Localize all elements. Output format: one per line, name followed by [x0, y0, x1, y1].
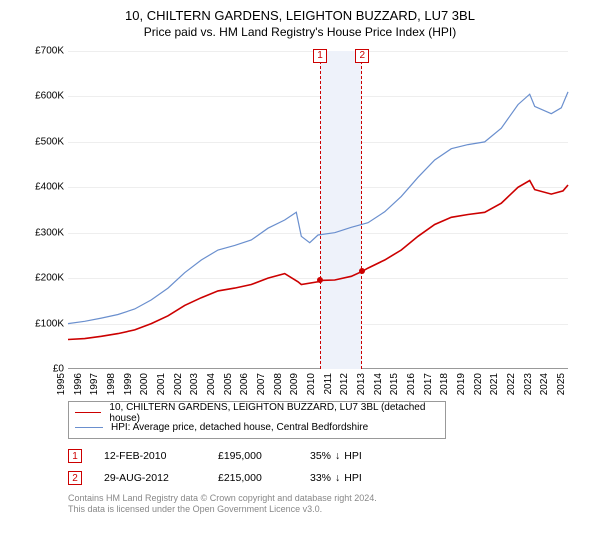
sale-event-1-pct: 35% ↓ HPI	[310, 450, 374, 462]
legend-label-property: 10, CHILTERN GARDENS, LEIGHTON BUZZARD, …	[109, 402, 439, 424]
legend-label-hpi: HPI: Average price, detached house, Cent…	[111, 422, 368, 433]
sale-marker-label: 1	[313, 49, 327, 63]
sale-event-2: 2 29-AUG-2012 £215,000 33% ↓ HPI	[68, 467, 580, 489]
chart-area: £0£100K£200K£300K£400K£500K£600K£700K 12…	[20, 45, 580, 397]
legend: 10, CHILTERN GARDENS, LEIGHTON BUZZARD, …	[68, 401, 446, 439]
footer-text: Contains HM Land Registry data © Crown c…	[68, 493, 580, 516]
sale-event-1-num: 1	[68, 449, 82, 463]
plot-region: 12	[68, 51, 568, 369]
sale-event-1-price: £195,000	[218, 450, 288, 462]
legend-swatch-property	[75, 412, 101, 413]
sale-marker-label: 2	[355, 49, 369, 63]
sale-event-1-date: 12-FEB-2010	[104, 450, 196, 462]
chart-subtitle: Price paid vs. HM Land Registry's House …	[20, 25, 580, 39]
down-arrow-icon: ↓	[335, 450, 340, 462]
chart-container: 10, CHILTERN GARDENS, LEIGHTON BUZZARD, …	[0, 0, 600, 560]
sale-events: 1 12-FEB-2010 £195,000 35% ↓ HPI 2 29-AU…	[68, 445, 580, 489]
sale-marker-dot	[317, 277, 323, 283]
sale-event-1: 1 12-FEB-2010 £195,000 35% ↓ HPI	[68, 445, 580, 467]
sale-event-2-pct: 33% ↓ HPI	[310, 472, 374, 484]
sale-event-2-price: £215,000	[218, 472, 288, 484]
legend-item-property: 10, CHILTERN GARDENS, LEIGHTON BUZZARD, …	[75, 405, 439, 420]
sale-event-2-date: 29-AUG-2012	[104, 472, 196, 484]
chart-title: 10, CHILTERN GARDENS, LEIGHTON BUZZARD, …	[20, 8, 580, 23]
sale-marker-dot	[359, 268, 365, 274]
line-series	[68, 51, 568, 369]
footer-line-1: Contains HM Land Registry data © Crown c…	[68, 493, 580, 504]
footer-line-2: This data is licensed under the Open Gov…	[68, 504, 580, 515]
legend-swatch-hpi	[75, 427, 103, 428]
sale-event-2-num: 2	[68, 471, 82, 485]
down-arrow-icon: ↓	[335, 472, 340, 484]
